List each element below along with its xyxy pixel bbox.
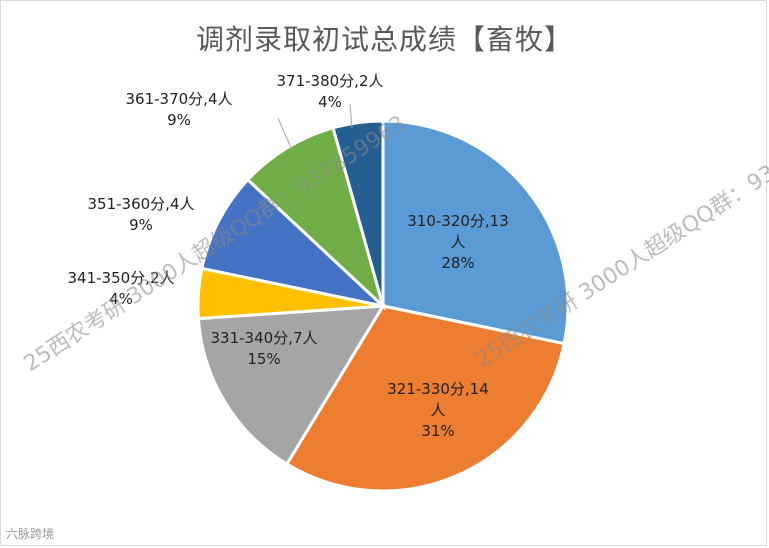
pie-slice-351-360分	[200, 177, 388, 309]
pie-slice-361-370分	[245, 126, 386, 311]
logo: 六脉跨境	[6, 527, 55, 541]
slice-data-label: 321-330分,14 人 31%	[387, 380, 489, 440]
pie-slice-331-340分	[196, 304, 386, 467]
slice-data-label: 341-350分,2人 4%	[68, 269, 175, 308]
pie-slice-310-320分	[381, 119, 570, 346]
leader-line	[277, 117, 293, 151]
slice-data-label: 351-360分,4人 9%	[88, 195, 195, 234]
slice-data-label: 310-320分,13 人 28%	[407, 212, 509, 272]
slice-data-label: 331-340分,7人 15%	[211, 329, 318, 368]
slice-data-label: 371-380分,2人 4%	[277, 72, 384, 111]
pie-slice-371-380分	[331, 119, 385, 307]
chart-title: 调剂录取初试总成绩【畜牧】	[195, 23, 573, 56]
slice-data-label: 361-370分,4人 9%	[126, 90, 233, 129]
leader-line	[349, 103, 353, 129]
